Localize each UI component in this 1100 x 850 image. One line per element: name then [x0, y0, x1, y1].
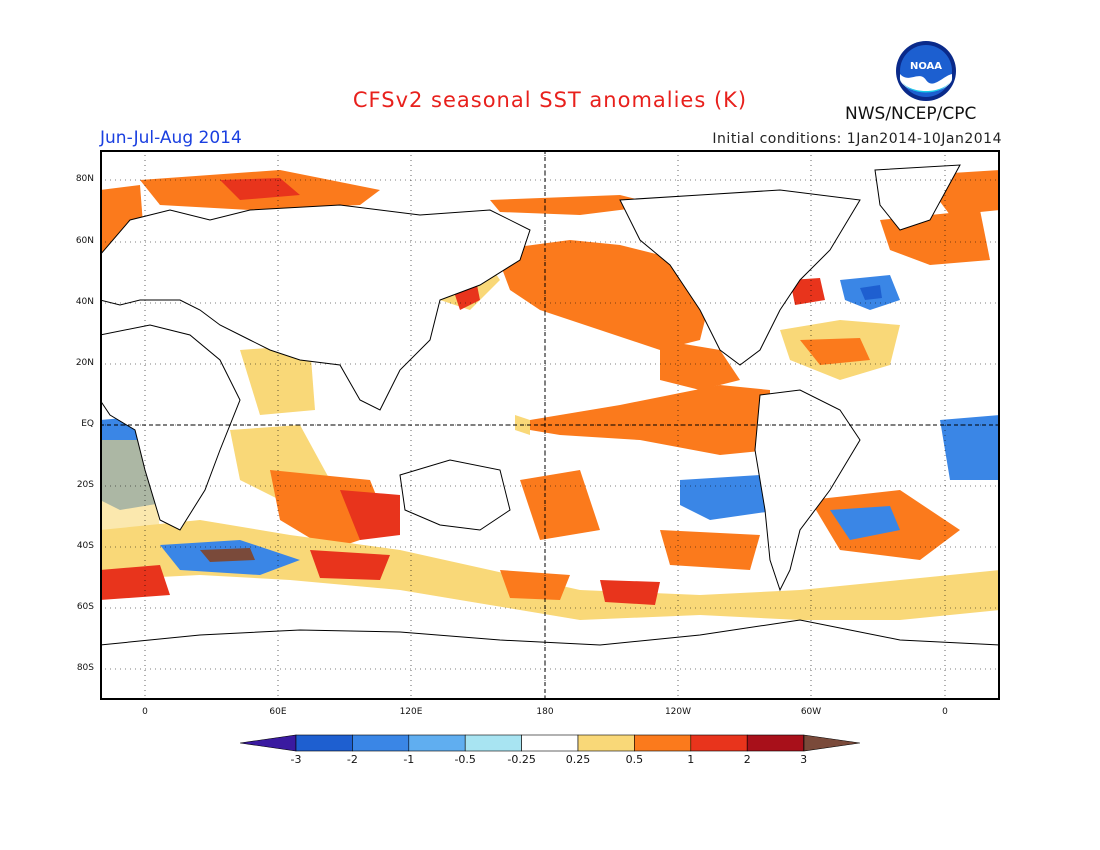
colorbar-label: -0.25: [507, 753, 536, 766]
map-frame: [100, 150, 1000, 700]
colorbar-label: -3: [290, 753, 302, 766]
initial-conditions-label: Initial conditions: 1Jan2014-10Jan2014: [712, 131, 1002, 147]
lat-label: 20S: [76, 480, 94, 490]
colorbar-arrow-low: [240, 734, 297, 752]
colorbar: [240, 734, 860, 752]
logo-text: NOAA: [910, 61, 942, 72]
lon-label: 180: [536, 707, 554, 717]
colorbar-label: -1: [403, 753, 415, 766]
lat-label: 20N: [75, 358, 94, 368]
colorbar-segment: [464, 734, 522, 752]
colorbar-segment: [408, 734, 466, 752]
colorbar-segment: [746, 734, 804, 752]
lat-label: 40N: [75, 297, 94, 307]
colorbar-label: 0.25: [565, 753, 591, 766]
lat-label: 80S: [76, 663, 94, 673]
colorbar-arrow-high: [803, 734, 860, 752]
colorbar-segment: [634, 734, 692, 752]
colorbar-segment: [295, 734, 353, 752]
map-title: CFSv2 seasonal SST anomalies (K): [352, 88, 748, 112]
continents: [100, 164, 1000, 700]
lat-label: 60S: [76, 602, 94, 612]
lon-label: 120E: [399, 707, 423, 717]
lon-label: 0: [142, 707, 148, 717]
colorbar-segment: [352, 734, 410, 752]
agency-label: NWS/NCEP/CPC: [845, 104, 977, 124]
lon-label: 60E: [269, 707, 287, 717]
colorbar-label: -2: [346, 753, 358, 766]
colorbar-segment: [577, 734, 635, 752]
lat-label: EQ: [81, 419, 94, 429]
lat-label: 80N: [75, 174, 94, 184]
colorbar-label: 1: [687, 753, 695, 766]
noaa-logo: NOAA: [896, 41, 956, 101]
lat-label: 40S: [76, 541, 94, 551]
sst-anomaly-map: [100, 150, 1000, 700]
lon-label: 60W: [800, 707, 822, 717]
colorbar-label: 0.5: [625, 753, 644, 766]
lon-label: 0: [942, 707, 948, 717]
colorbar-label: 2: [743, 753, 751, 766]
lon-label: 120W: [664, 707, 692, 717]
colorbar-segment: [690, 734, 748, 752]
colorbar-segment: [521, 734, 579, 752]
season-label: Jun-Jul-Aug 2014: [100, 128, 242, 148]
lat-label: 60N: [75, 236, 94, 246]
colorbar-label: -0.5: [454, 753, 476, 766]
colorbar-label: 3: [800, 753, 808, 766]
